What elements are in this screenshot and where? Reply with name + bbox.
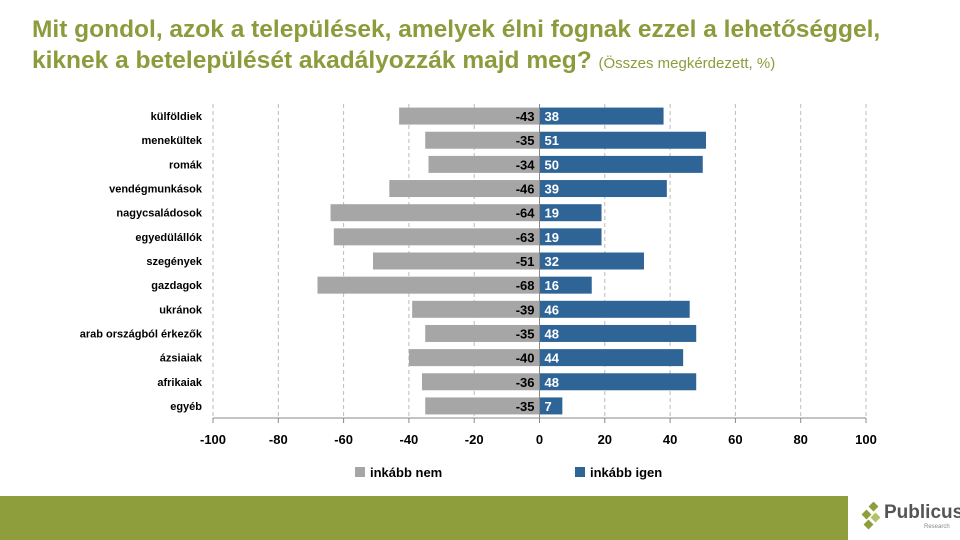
data-label-igen: 19: [545, 230, 559, 245]
category-label: egyedülállók: [135, 232, 203, 244]
slide-title: Mit gondol, azok a települések, amelyek …: [32, 14, 952, 79]
bar-inkabb-igen: [539, 349, 684, 367]
data-label-nem: -35: [516, 133, 535, 148]
publicus-logo: Publicus Research: [858, 500, 960, 536]
bar-inkabb-nem: [408, 349, 540, 367]
bar-inkabb-igen: [539, 180, 667, 198]
legend-swatch: [575, 467, 585, 477]
bar-inkabb-igen: [539, 107, 664, 125]
logo-tagline: Research: [924, 524, 950, 530]
data-label-nem: -43: [516, 109, 535, 124]
x-tick-label: 40: [663, 432, 677, 447]
bar-inkabb-igen: [539, 131, 707, 149]
data-label-nem: -35: [516, 399, 535, 414]
category-label: arab országból érkezők: [80, 328, 203, 340]
bar-inkabb-nem: [372, 252, 540, 270]
data-label-igen: 48: [545, 326, 559, 341]
data-label-nem: -34: [516, 157, 536, 172]
category-label: gazdagok: [151, 280, 203, 292]
bar-inkabb-igen: [539, 252, 644, 270]
bar-inkabb-igen: [539, 324, 697, 342]
bar-inkabb-nem: [317, 276, 540, 294]
data-label-nem: -68: [516, 278, 535, 293]
data-label-igen: 46: [545, 302, 559, 317]
bar-inkabb-nem: [330, 204, 540, 222]
category-label: ukránok: [159, 304, 203, 316]
data-label-nem: -46: [516, 182, 535, 197]
bar-inkabb-igen: [539, 300, 690, 318]
title-text: Mit gondol, azok a települések, amelyek …: [32, 16, 881, 74]
data-label-igen: 51: [545, 133, 559, 148]
x-tick-label: -80: [269, 432, 288, 447]
category-label: egyéb: [170, 401, 202, 413]
data-label-nem: -63: [516, 230, 535, 245]
bar-inkabb-nem: [425, 131, 540, 149]
data-label-igen: 44: [545, 351, 560, 366]
x-tick-label: -60: [334, 432, 353, 447]
data-label-igen: 16: [545, 278, 559, 293]
category-label: menekültek: [141, 135, 202, 147]
x-tick-label: -100: [200, 432, 226, 447]
x-tick-label: 80: [793, 432, 807, 447]
data-label-nem: -51: [516, 254, 535, 269]
bar-inkabb-nem: [425, 397, 540, 415]
data-label-nem: -35: [516, 326, 535, 341]
bar-inkabb-nem: [333, 228, 540, 246]
data-label-igen: 39: [545, 182, 559, 197]
bar-inkabb-nem: [412, 300, 540, 318]
x-tick-label: 0: [536, 432, 543, 447]
data-label-nem: -40: [516, 351, 535, 366]
bar-inkabb-nem: [399, 107, 540, 125]
x-tick-label: -40: [400, 432, 419, 447]
bar-inkabb-nem: [428, 155, 540, 173]
data-label-igen: 50: [545, 157, 559, 172]
category-label: külföldiek: [151, 111, 203, 123]
category-label: ázsiaiak: [160, 353, 203, 365]
bar-inkabb-igen: [539, 204, 602, 222]
bar-inkabb-igen: [539, 155, 703, 173]
data-label-igen: 48: [545, 375, 559, 390]
x-tick-label: 60: [728, 432, 742, 447]
data-label-igen: 32: [545, 254, 559, 269]
bar-inkabb-igen: [539, 276, 592, 294]
data-label-igen: 19: [545, 206, 559, 221]
legend-label: inkább nem: [370, 465, 442, 480]
category-label: afrikaiak: [157, 377, 203, 389]
category-label: romák: [169, 159, 203, 171]
data-label-igen: 7: [545, 399, 552, 414]
x-tick-label: 20: [598, 432, 612, 447]
data-label-nem: -39: [516, 302, 535, 317]
bar-inkabb-nem: [421, 373, 540, 391]
legend-label: inkább igen: [590, 465, 662, 480]
data-label-igen: 38: [545, 109, 559, 124]
category-label: szegények: [146, 256, 203, 268]
diverging-bar-chart: -100 -80 -60 -40 -20 0 20 40 60 80 100 külföldiek -4…: [80, 104, 877, 480]
footer-band: [0, 496, 848, 540]
x-tick-label: -20: [465, 432, 484, 447]
bar-inkabb-igen: [539, 228, 602, 246]
bar-inkabb-nem: [389, 180, 540, 198]
category-label: nagycsaládosok: [116, 208, 202, 220]
logo-diamonds-icon: [861, 502, 881, 530]
data-label-nem: -64: [516, 206, 536, 221]
legend-swatch: [355, 467, 365, 477]
bar-inkabb-igen: [539, 373, 697, 391]
x-tick-label: 100: [855, 432, 877, 447]
category-label: vendégmunkások: [109, 184, 203, 196]
subtitle: (Összes megkérdezett, %): [598, 55, 776, 72]
data-label-nem: -36: [516, 375, 535, 390]
bar-inkabb-igen: [539, 397, 563, 415]
bar-inkabb-nem: [425, 324, 540, 342]
logo-brand: Publicus: [884, 502, 960, 523]
